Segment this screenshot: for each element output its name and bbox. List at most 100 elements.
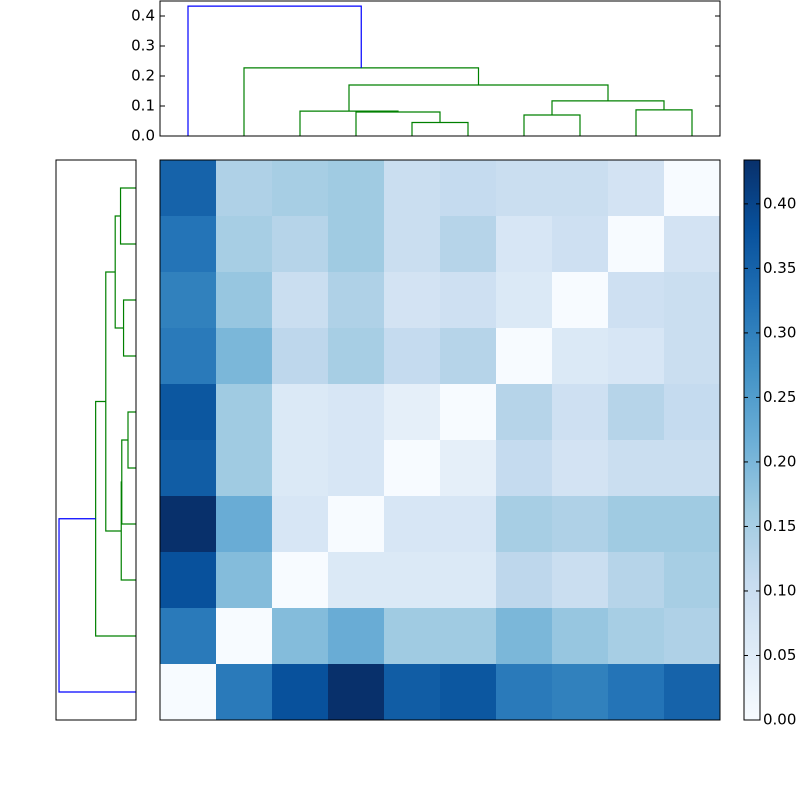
dendrogram-link [243,67,480,136]
heatmap-cell [608,496,665,553]
heatmap-cell [328,328,385,385]
heatmap-cell [552,160,609,217]
dendrogram-link [635,109,693,136]
dendrogram-link [355,111,441,136]
y-tick-label: 0.0 [131,127,155,145]
heatmap-cell [384,552,441,609]
heatmap-cell [664,608,721,665]
dendrogram-link [114,215,124,329]
heatmap-cell [160,328,217,385]
dendrogram-link [121,439,136,525]
dendrogram-link [523,114,581,136]
heatmap-cell [216,440,273,497]
heatmap-cell [664,552,721,609]
heatmap-cell [328,272,385,329]
dendrogram-link [122,299,136,357]
colorbar-tick-label: 0.15 [763,517,796,535]
heatmap-cell [384,608,441,665]
heatmap-cell [440,328,497,385]
colorbar-tick-label: 0.40 [763,194,796,212]
heatmap-cell [552,328,609,385]
heatmap-cell [328,384,385,441]
heatmap-cell [216,216,273,273]
heatmap-cell [272,608,329,665]
heatmap-cell [440,384,497,441]
heatmap-cell [384,496,441,553]
heatmap-cell [328,608,385,665]
colorbar-tick-label: 0.10 [763,581,796,599]
colorbar-tick-label: 0.00 [763,711,796,729]
heatmap-cell [496,496,553,553]
heatmap-cell [328,496,385,553]
heatmap-cell [664,384,721,441]
heatmap-cell [664,496,721,553]
heatmap-cell [608,328,665,385]
heatmap-cell [440,664,497,721]
heatmap-cell [216,552,273,609]
dendrogram-link [119,187,136,245]
heatmap-cell [664,160,721,217]
heatmap-cell [496,608,553,665]
colorbar-tick-label: 0.05 [763,646,796,664]
heatmap-cell [664,216,721,273]
heatmap-cell [440,440,497,497]
heatmap-cell [160,496,217,553]
heatmap-cell [384,664,441,721]
heatmap-cell [496,664,553,721]
heatmap-cell [216,328,273,385]
y-tick-label: 0.2 [131,67,155,85]
heatmap-cell [384,216,441,273]
heatmap-cell [552,496,609,553]
heatmap-cell [272,216,329,273]
dendrogram-link [411,121,469,136]
heatmap-cell [440,496,497,553]
y-tick-label: 0.1 [131,97,155,115]
heatmap-cell [608,552,665,609]
y-tick-label: 0.4 [131,7,155,25]
heatmap-cell [552,608,609,665]
heatmap-cell [440,272,497,329]
left-axis-frame [55,159,137,721]
heatmap-cell [328,160,385,217]
heatmap-cell [216,664,273,721]
heatmap-cell [160,440,217,497]
colorbar-tick-label: 0.25 [763,388,796,406]
heatmap-cell [608,216,665,273]
heatmap-cell [608,608,665,665]
heatmap-cell [496,440,553,497]
dendrogram-link [551,100,665,115]
heatmap-cell [552,664,609,721]
heatmap-cell [216,160,273,217]
heatmap-cell [328,552,385,609]
colorbar [743,159,761,721]
y-tick-label: 0.3 [131,37,155,55]
heatmap-cell [272,440,329,497]
heatmap-cell [216,272,273,329]
heatmap-cell [160,664,217,721]
dendrogram-link [120,481,136,581]
heatmap-cell [440,160,497,217]
heatmap-cell [552,552,609,609]
heatmap-cell [216,384,273,441]
heatmap-cell [496,384,553,441]
heatmap-cell [496,552,553,609]
heatmap-cell [608,272,665,329]
colorbar-tick-label: 0.35 [763,259,796,277]
top-axis-frame [159,0,721,137]
dendrogram-link [348,84,609,112]
heatmap-cell [496,216,553,273]
heatmap-cell [272,272,329,329]
heatmap-cell [272,496,329,553]
heatmap-cell [440,608,497,665]
heatmap-frame [159,159,721,721]
heatmap-cell [496,272,553,329]
heatmap-cell [608,664,665,721]
dendrogram-link [127,411,136,469]
heatmap-cell [552,384,609,441]
heatmap-cell [552,440,609,497]
dendrogram-link [95,400,136,637]
heatmap-cell [440,552,497,609]
dendrogram-link [58,518,136,693]
heatmap-cell [272,328,329,385]
